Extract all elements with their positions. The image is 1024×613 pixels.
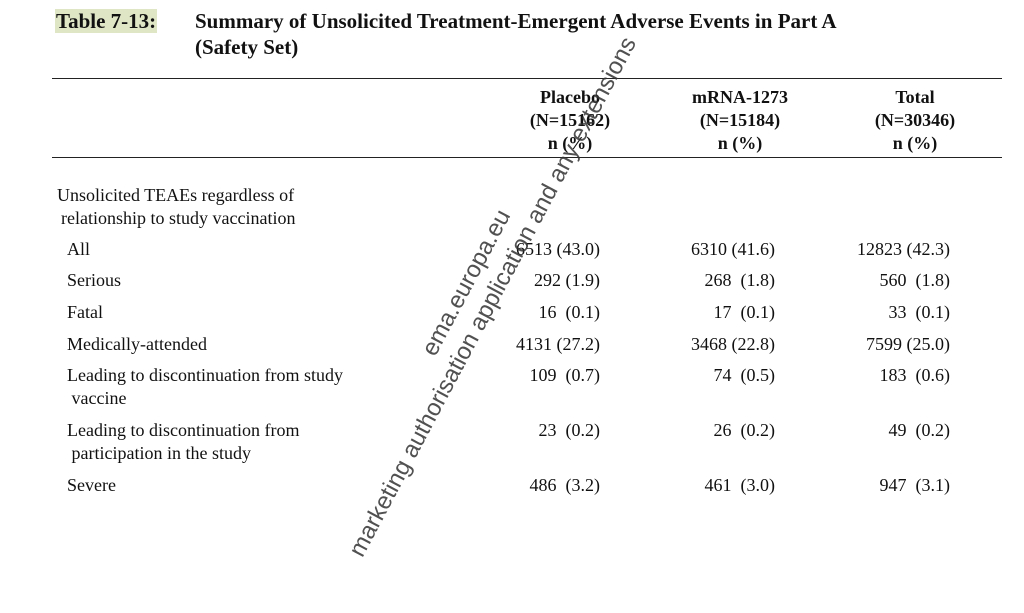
cell-mrna-fatal: 17 (0.1) (713, 302, 776, 322)
cell-total-medically-attended: 7599 (25.0) (866, 334, 950, 354)
column-header-placebo: Placebo (N=15162) n (%) (510, 86, 630, 155)
cell-mrna-discontinuation-participation: 26 (0.2) (713, 420, 776, 440)
header-rule (52, 157, 1002, 158)
cell-mrna-serious: 268 (1.8) (704, 270, 776, 290)
cell-total-discontinuation-participation: 49 (0.2) (888, 420, 951, 440)
cell-placebo-discontinuation-vaccine: 109 (0.7) (529, 365, 601, 385)
row-label-text: Severe (67, 475, 116, 495)
column-header-total: Total (N=30346) n (%) (855, 86, 975, 155)
row-label-text: Leading to discontinuation from study (67, 365, 343, 385)
table-caption: Table 7-13: Summary of Unsolicited Treat… (55, 8, 837, 59)
column-header-mrna-1273: mRNA-1273 (N=15184) n (%) (680, 86, 800, 155)
cell-total-discontinuation-vaccine: 183 (0.6) (879, 365, 951, 385)
section-label-line-1: Unsolicited TEAEs regardless of (57, 185, 295, 205)
cell-mrna-all: 6310 (41.6) (691, 239, 775, 259)
row-label-all: All (67, 238, 90, 261)
table-number: Table 7-13: (55, 9, 158, 33)
column-name: mRNA-1273 (692, 87, 788, 107)
cell-mrna-discontinuation-vaccine: 74 (0.5) (713, 365, 776, 385)
cell-placebo-fatal: 16 (0.1) (538, 302, 601, 322)
row-label-medically-attended: Medically-attended (67, 333, 207, 356)
row-label-text-2: participation in the study (67, 443, 251, 463)
row-label-text: Serious (67, 270, 121, 290)
row-label-serious: Serious (67, 269, 121, 292)
cell-mrna-severe: 461 (3.0) (704, 475, 776, 495)
cell-mrna-medically-attended: 3468 (22.8) (691, 334, 775, 354)
cell-total-fatal: 33 (0.1) (888, 302, 951, 322)
row-label-fatal: Fatal (67, 301, 103, 324)
column-name: Total (895, 87, 935, 107)
cell-placebo-severe: 486 (3.2) (529, 475, 601, 495)
table-title-line-1: Summary of Unsolicited Treatment-Emergen… (195, 9, 837, 33)
row-label-text: All (67, 239, 91, 259)
row-label-discontinuation-participation: Leading to discontinuation from particip… (67, 419, 299, 465)
section-label-line-2: relationship to study vaccination (61, 208, 296, 228)
row-label-discontinuation-vaccine: Leading to discontinuation from study va… (67, 364, 343, 410)
table-title: Summary of Unsolicited Treatment-Emergen… (195, 8, 995, 60)
row-label-text: Fatal (67, 302, 103, 322)
top-rule (52, 78, 1002, 79)
column-n: (N=30346) (874, 110, 956, 130)
row-label-text-2: vaccine (67, 388, 127, 408)
column-unit: n (%) (547, 133, 593, 153)
column-unit: n (%) (892, 133, 938, 153)
column-unit: n (%) (717, 133, 763, 153)
cell-placebo-discontinuation-participation: 23 (0.2) (538, 420, 601, 440)
section-label: Unsolicited TEAEs regardless of relation… (57, 184, 295, 230)
row-label-text: Medically-attended (67, 334, 207, 354)
column-name: Placebo (540, 87, 600, 107)
table-title-line-2: (Safety Set) (195, 35, 299, 59)
row-label-severe: Severe (67, 474, 116, 497)
cell-total-all: 12823 (42.3) (857, 239, 950, 259)
cell-placebo-medically-attended: 4131 (27.2) (516, 334, 600, 354)
cell-placebo-all: 6513 (43.0) (516, 239, 600, 259)
cell-total-serious: 560 (1.8) (879, 270, 951, 290)
row-label-text: Leading to discontinuation from (67, 420, 300, 440)
column-n: (N=15184) (699, 110, 781, 130)
cell-total-severe: 947 (3.1) (879, 475, 951, 495)
cell-placebo-serious: 292 (1.9) (534, 270, 600, 290)
column-n: (N=15162) (529, 110, 611, 130)
